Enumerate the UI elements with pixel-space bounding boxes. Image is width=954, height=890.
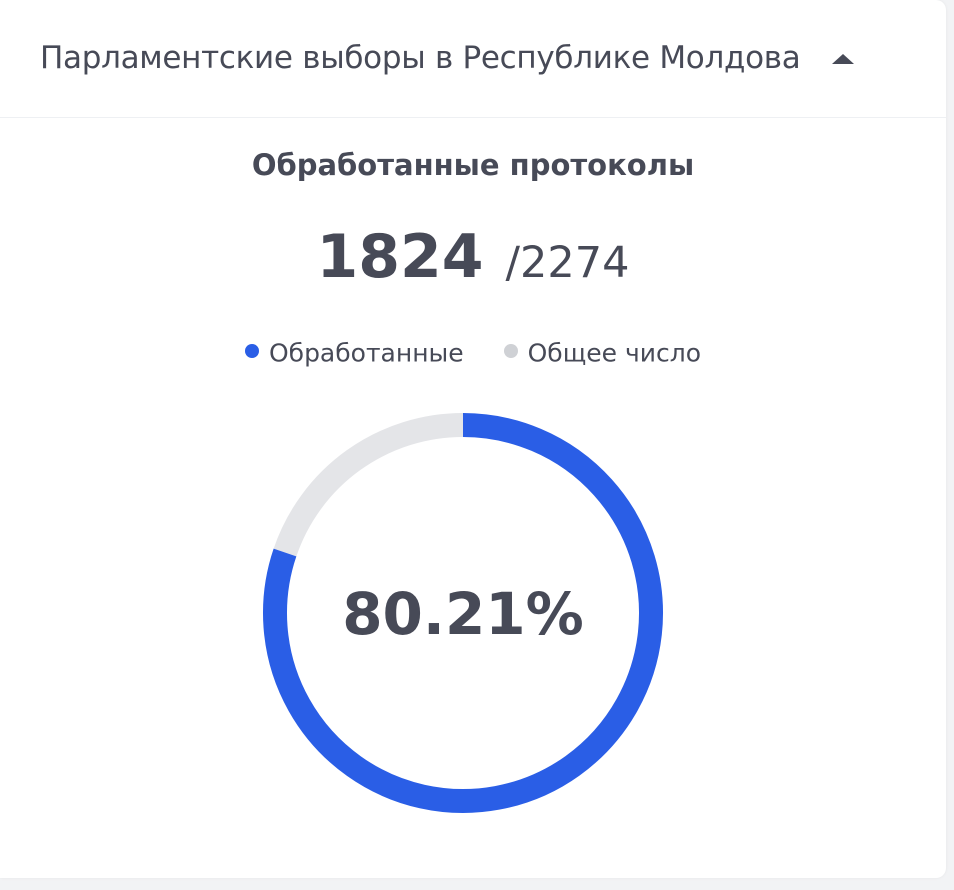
legend-item-processed[interactable]: Обработанные xyxy=(244,337,464,368)
donut-segment-processed[interactable] xyxy=(263,413,663,813)
legend-item-total[interactable]: Общее число xyxy=(503,337,702,368)
processed-count: 1824 xyxy=(316,222,484,292)
chart-legend: Обработанные Общее число xyxy=(0,337,946,368)
card-header[interactable]: Парламентские выборы в Республике Молдов… xyxy=(0,0,946,118)
legend-label-processed: Обработанные xyxy=(268,338,464,368)
legend-dot-processed xyxy=(244,344,259,358)
percent-label: 80.21% xyxy=(342,580,584,648)
legend-dot-total xyxy=(503,344,518,358)
legend-label-total: Общее число xyxy=(527,338,702,368)
donut-chart xyxy=(263,413,663,813)
protocol-counts: 1824/2274 xyxy=(0,222,946,292)
section-title: Обработанные протоколы xyxy=(251,148,695,182)
elections-card: Парламентские выборы в Республике Молдов… xyxy=(0,0,946,878)
donut-segment-remaining[interactable] xyxy=(273,413,464,557)
total-count: /2274 xyxy=(505,238,630,288)
card-title[interactable]: Парламентские выборы в Республике Молдов… xyxy=(40,40,801,76)
caret-up-icon[interactable] xyxy=(832,54,854,64)
